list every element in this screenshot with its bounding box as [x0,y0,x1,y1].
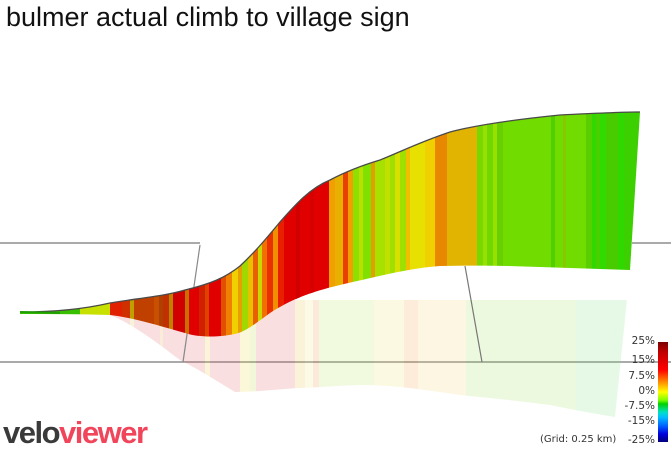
profile-shadow [20,300,630,417]
legend-label-minus-15: -15% [627,415,655,427]
logo-viewer: viewer [59,415,148,450]
page-title: bulmer actual climb to village sign [6,2,410,32]
veloviewer-logo[interactable]: veloviewer [3,415,148,450]
gradient-color-scale [658,342,668,442]
legend-label-0: 0% [638,385,655,397]
legend-label-15: 15% [631,354,655,366]
logo-velo: velo [3,415,61,450]
grid-scale-note: (Grid: 0.25 km) [540,434,617,445]
gradient-legend: 25% 15% 7.5% 0% -7.5% -15% -25% [600,332,671,449]
legend-label-7-5: 7.5% [628,370,655,382]
legend-label-minus-25: -25% [627,434,655,446]
grid-line-diagonal-right [464,265,483,363]
profile-outline [19,111,641,313]
legend-label-minus-7-5: -7.5% [624,400,655,412]
legend-label-25: 25% [631,335,655,347]
